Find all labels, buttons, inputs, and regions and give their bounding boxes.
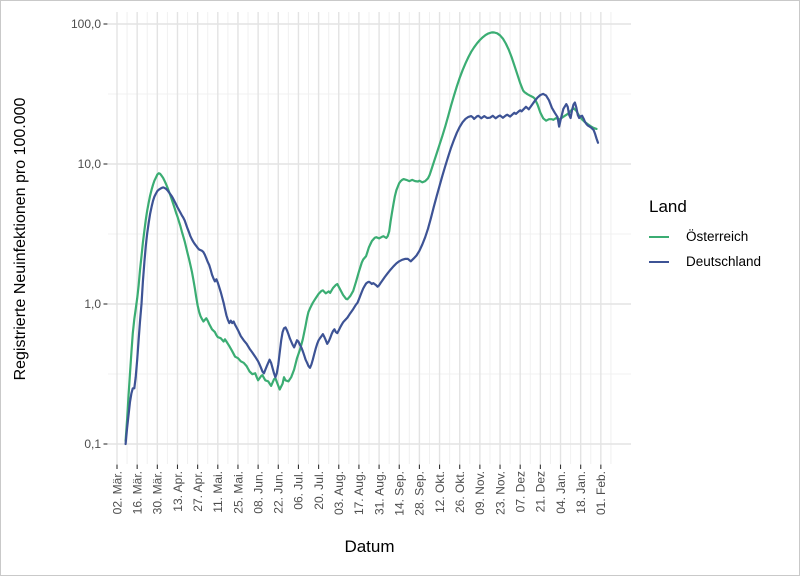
legend-item-oesterreich: Österreich — [649, 229, 761, 244]
x-tick-label: 18. Jan. — [574, 471, 588, 514]
x-tick-label: 13. Apr. — [171, 471, 185, 512]
x-tick-label: 12. Okt. — [433, 471, 447, 513]
x-tick-label: 31. Aug. — [372, 471, 386, 515]
x-tick-label: 04. Jan. — [554, 471, 568, 514]
x-axis-title: Datum — [344, 537, 395, 556]
x-tick-label: 01. Feb. — [594, 471, 608, 515]
x-tick-label: 03. Aug. — [332, 471, 346, 515]
x-tick-label: 20. Jul. — [312, 471, 326, 510]
x-tick-label: 25. Mai. — [231, 471, 245, 514]
legend-label-oesterreich: Österreich — [686, 229, 749, 244]
x-tick-label: 02. Mär. — [110, 471, 124, 514]
x-tick-label: 21. Dez — [534, 471, 548, 512]
x-tick-label: 06. Jul. — [292, 471, 306, 510]
y-tick-label: 1,0 — [84, 297, 101, 311]
x-tick-label: 11. Mai. — [211, 471, 225, 513]
x-tick-label: 09. Nov. — [473, 471, 487, 515]
legend-item-deutschland: Deutschland — [649, 254, 761, 269]
y-tick-label: 10,0 — [78, 157, 102, 171]
x-tick-label: 08. Jun. — [251, 471, 265, 514]
legend-key-line-deutschland — [649, 260, 669, 263]
x-tick-label: 30. Mär. — [151, 471, 165, 514]
x-tick-label: 22. Jun. — [272, 471, 286, 514]
y-tick-label: 100,0 — [71, 17, 101, 31]
legend-key-line-oesterreich — [649, 235, 669, 238]
x-tick-label: 23. Nov. — [493, 471, 507, 515]
series-line-sterreich — [124, 31, 598, 443]
legend-label-deutschland: Deutschland — [686, 254, 762, 269]
x-tick-label: 16. Mär. — [130, 471, 144, 514]
legend: Land Österreich Deutschland — [649, 197, 761, 279]
x-tick-label: 17. Aug. — [352, 471, 366, 515]
x-tick-label: 14. Sep. — [393, 471, 407, 516]
y-tick-label: 0,1 — [84, 437, 101, 451]
y-axis-title: Registrierte Neuinfektionen pro 100.000 — [12, 97, 29, 381]
x-tick-label: 26. Okt. — [453, 471, 467, 513]
x-tick-label: 27. Apr. — [191, 471, 205, 512]
x-tick-label: 07. Dez — [514, 471, 528, 512]
x-tick-label: 28. Sep. — [413, 471, 427, 516]
series-line-deutschland — [124, 92, 600, 446]
legend-title: Land — [649, 197, 687, 216]
